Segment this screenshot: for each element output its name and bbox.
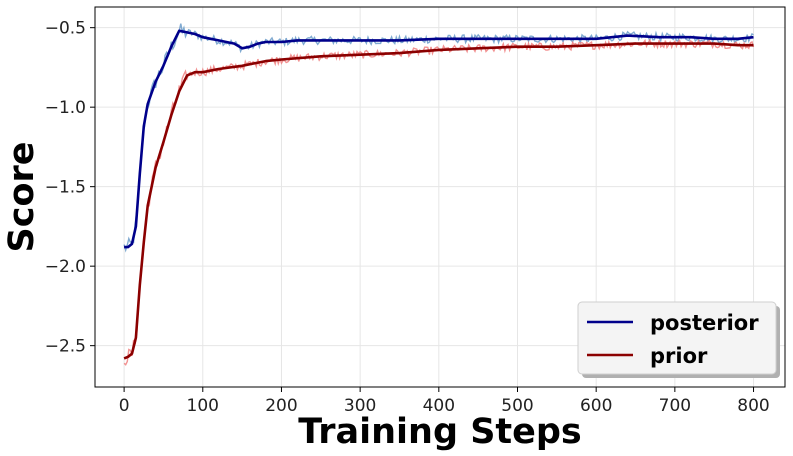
x-axis-label: Training Steps	[298, 412, 582, 452]
x-tick-label: 0	[119, 396, 130, 416]
x-tick-label: 500	[501, 396, 533, 416]
series-line-posterior	[124, 29, 754, 249]
plot-lines	[123, 23, 755, 366]
x-axis: 0 100 200 300 400 500 600 700 800	[119, 387, 770, 416]
x-tick-label: 200	[265, 396, 297, 416]
y-axis: −0.5 −1.0 −1.5 −2.0 −2.5	[45, 19, 95, 357]
x-tick-label: 400	[423, 396, 455, 416]
x-tick-label: 600	[580, 396, 612, 416]
x-tick-label: 100	[187, 396, 219, 416]
x-tick-label: 800	[737, 396, 769, 416]
y-tick-label: −2.0	[45, 257, 86, 277]
legend-label-prior: prior	[650, 344, 708, 368]
y-tick-label: −1.0	[45, 98, 86, 118]
x-tick-label: 700	[659, 396, 691, 416]
legend: posterior prior	[577, 301, 780, 378]
y-tick-label: −0.5	[45, 19, 86, 39]
series-line-prior	[123, 42, 754, 360]
y-axis-label: Score	[2, 142, 42, 253]
y-tick-label: −2.5	[45, 337, 86, 357]
axes-frame	[94, 6, 786, 388]
x-tick-label: 300	[344, 396, 376, 416]
y-tick-label: −1.5	[45, 178, 86, 198]
legend-label-posterior: posterior	[650, 311, 759, 335]
